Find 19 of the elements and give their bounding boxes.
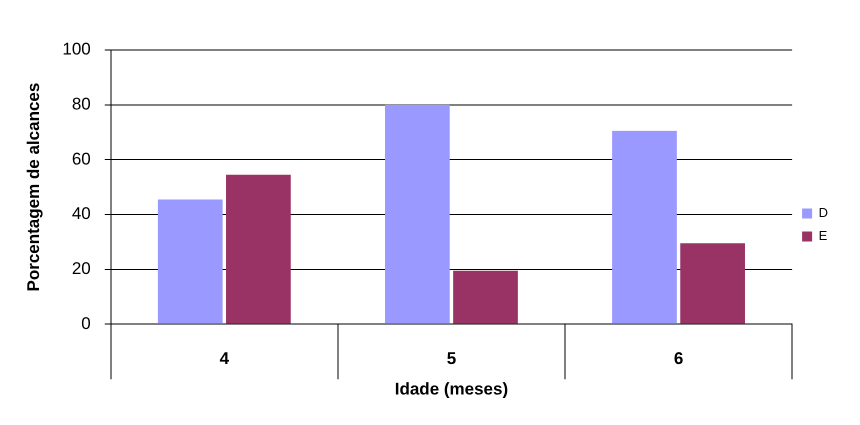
x-tick-label: 6 [674,349,684,368]
x-tick-label: 4 [220,349,230,368]
y-tick-label: 40 [72,204,91,224]
x-axis-title: Idade (meses) [394,379,508,398]
bar [680,243,745,324]
y-tick-label: 80 [72,94,91,114]
y-tick-label: 0 [81,314,91,333]
bar [226,174,291,324]
y-axis-title: Porcentagem de alcances [24,82,43,292]
legend-label: E [818,228,828,244]
x-tick-label: 5 [446,349,456,368]
legend-label: D [818,205,828,220]
bar [385,104,450,324]
bar [453,270,518,324]
y-tick-label: 60 [72,149,91,168]
y-tick-label: 20 [72,259,91,278]
y-tick-label: 100 [62,40,91,59]
bar [612,130,677,324]
bar [158,199,223,324]
